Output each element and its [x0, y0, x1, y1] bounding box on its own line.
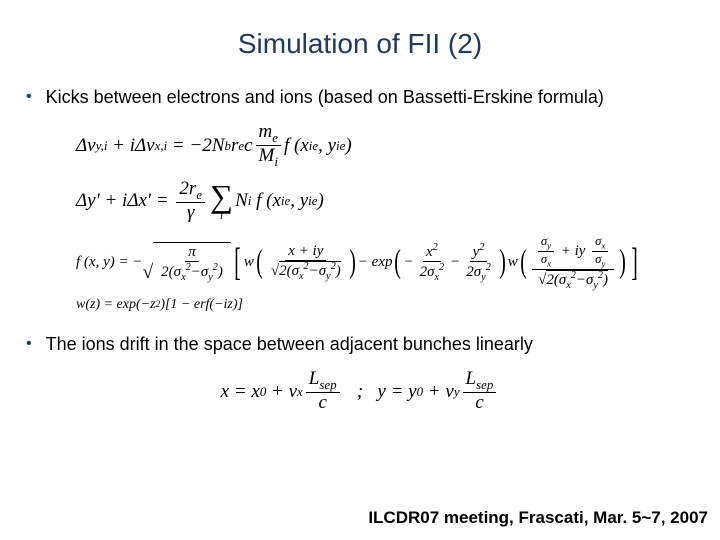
equation-block: Δvy,i + iΔvx,i = −2Nb rec me Mi f (xie, …	[76, 122, 698, 313]
equation-kick-ion: Δvy,i + iΔvx,i = −2Nb rec me Mi f (xie, …	[76, 122, 698, 169]
bullet-marker: •	[26, 86, 32, 108]
bullet-item: • Kicks between electrons and ions (base…	[22, 86, 698, 108]
bullet-text: The ions drift in the space between adja…	[46, 333, 533, 355]
bullet-item: • The ions drift in the space between ad…	[22, 333, 698, 355]
equation-bassetti-erskine: f (x, y) = − √ π 2(σx2−σy2) [ w ( x + iy…	[76, 234, 698, 291]
equation-drift: x = x0 + vx Lsep c ; y = y0 + vy Lsep c	[22, 369, 698, 414]
footer-text: ILCDR07 meeting, Frascati, Mar. 5~7, 200…	[368, 508, 708, 528]
page-title: Simulation of FII (2)	[22, 28, 698, 60]
equation-kick-electron: Δy′ + iΔx′ = 2re γ ∑i Ni f (xie, yie)	[76, 179, 698, 224]
bullet-marker: •	[26, 333, 32, 355]
equation-w-function: w(z) = exp(−z2)[1 − erf(−iz)]	[76, 297, 698, 313]
bullet-text: Kicks between electrons and ions (based …	[46, 86, 604, 108]
